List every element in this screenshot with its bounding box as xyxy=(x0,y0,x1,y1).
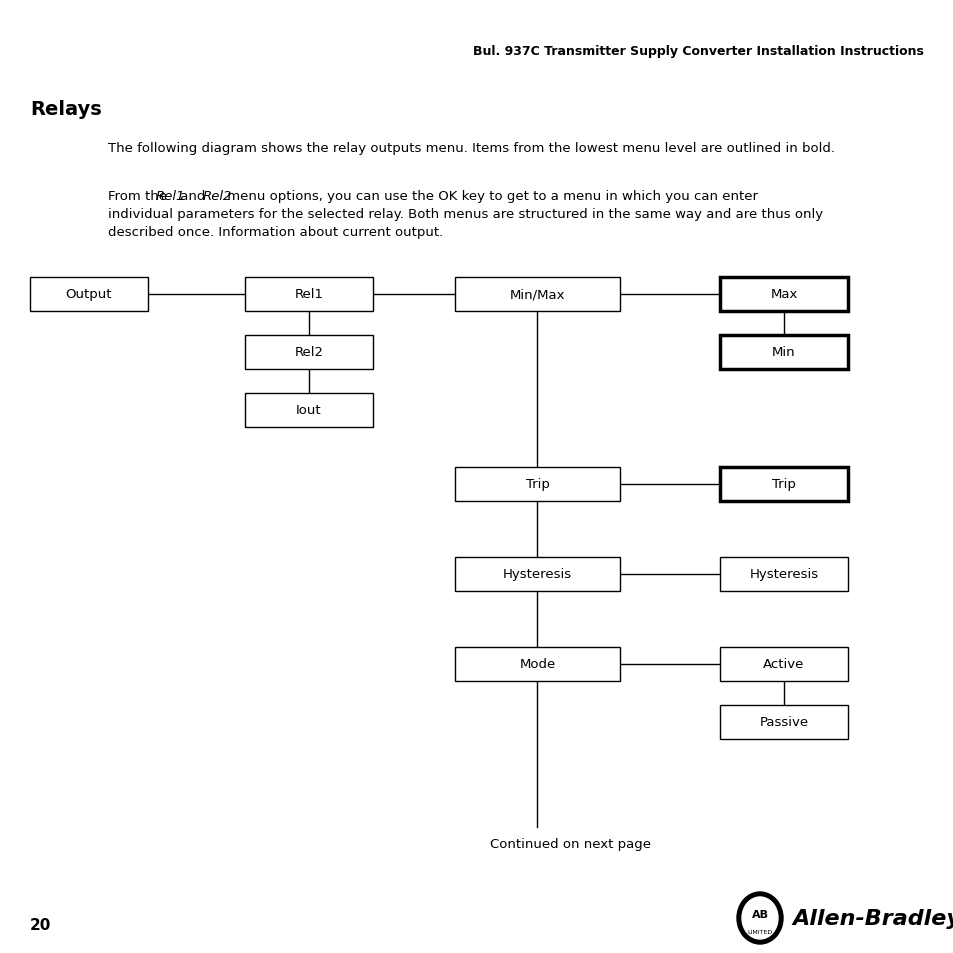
Text: menu options, you can use the OK key to get to a menu in which you can enter: menu options, you can use the OK key to … xyxy=(223,190,758,203)
Text: The following diagram shows the relay outputs menu. Items from the lowest menu l: The following diagram shows the relay ou… xyxy=(108,142,834,154)
Bar xyxy=(720,277,847,312)
Text: Passive: Passive xyxy=(759,716,808,729)
Text: Iout: Iout xyxy=(295,404,321,417)
Text: individual parameters for the selected relay. Both menus are structured in the s: individual parameters for the selected r… xyxy=(108,208,822,221)
Bar xyxy=(720,705,847,740)
Bar xyxy=(455,558,619,592)
Bar xyxy=(720,558,847,592)
Text: 20: 20 xyxy=(30,918,51,933)
Bar xyxy=(455,277,619,312)
Text: Hysteresis: Hysteresis xyxy=(749,568,818,581)
Text: and: and xyxy=(176,190,210,203)
Bar xyxy=(455,468,619,501)
Text: Rel1: Rel1 xyxy=(155,190,185,203)
Text: Continued on next page: Continued on next page xyxy=(490,837,650,850)
Text: LIMITED: LIMITED xyxy=(746,929,772,935)
Ellipse shape xyxy=(741,897,778,939)
Bar xyxy=(245,394,373,428)
Text: Max: Max xyxy=(769,288,797,301)
Bar xyxy=(245,335,373,370)
Text: From the: From the xyxy=(108,190,172,203)
Ellipse shape xyxy=(737,892,782,944)
Bar xyxy=(245,277,373,312)
Text: Rel2: Rel2 xyxy=(294,346,323,359)
Text: Trip: Trip xyxy=(525,478,549,491)
Bar xyxy=(720,335,847,370)
Text: described once. Information about current output.: described once. Information about curren… xyxy=(108,226,443,239)
Text: Output: Output xyxy=(66,288,112,301)
Bar xyxy=(455,647,619,681)
Text: Min/Max: Min/Max xyxy=(509,288,565,301)
Bar xyxy=(720,468,847,501)
Text: Relays: Relays xyxy=(30,100,102,119)
Bar xyxy=(720,647,847,681)
Bar xyxy=(30,277,148,312)
Text: Trip: Trip xyxy=(771,478,795,491)
Text: Allen-Bradley: Allen-Bradley xyxy=(791,908,953,928)
Text: Active: Active xyxy=(762,658,803,671)
Text: Bul. 937C Transmitter Supply Converter Installation Instructions: Bul. 937C Transmitter Supply Converter I… xyxy=(473,46,923,58)
Text: Rel1: Rel1 xyxy=(294,288,323,301)
Text: Min: Min xyxy=(771,346,795,359)
Text: Hysteresis: Hysteresis xyxy=(502,568,572,581)
Text: AB: AB xyxy=(751,909,768,919)
Text: Rel2: Rel2 xyxy=(202,190,232,203)
Text: Mode: Mode xyxy=(518,658,555,671)
